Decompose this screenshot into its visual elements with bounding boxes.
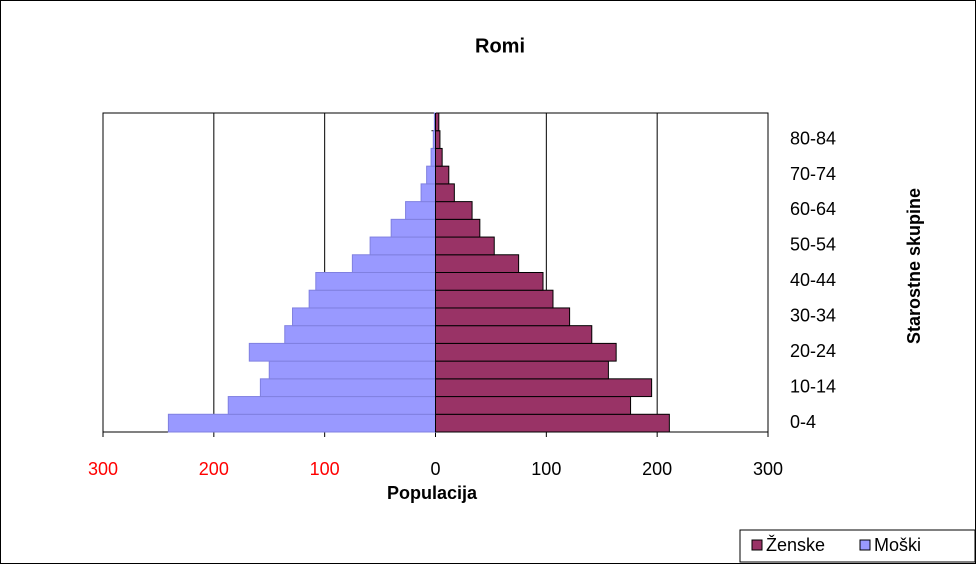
bar: [292, 307, 436, 327]
y-tick-label: 80-84: [790, 128, 836, 148]
bar: [435, 413, 670, 433]
bar: [227, 396, 436, 415]
legend: [739, 529, 976, 563]
bar: [420, 183, 437, 203]
bar: [435, 307, 571, 327]
x-axis-title: Populacija: [387, 483, 478, 503]
bar: [435, 218, 481, 238]
bar: [435, 183, 455, 203]
bar: [405, 201, 437, 220]
y-tick-label: 60-64: [790, 199, 836, 219]
bar: [308, 289, 436, 309]
y-tick-label: 50-54: [790, 235, 836, 255]
bar: [259, 378, 436, 398]
bar: [435, 272, 544, 291]
y-tick-label: 0-4: [790, 412, 816, 432]
bar: [167, 413, 436, 433]
bar: [435, 325, 593, 344]
bar: [248, 342, 436, 362]
x-tick-label: 200: [642, 459, 672, 479]
bar: [430, 147, 437, 167]
legend-label: Ženske: [766, 535, 825, 555]
bar: [435, 147, 443, 167]
y-tick-label: 30-34: [790, 306, 836, 326]
y-axis-title: Starostne skupine: [904, 188, 924, 344]
bar: [369, 236, 437, 256]
bar: [435, 289, 554, 309]
bar: [435, 396, 632, 415]
x-tick-label: 0: [430, 459, 440, 479]
legend-label: Moški: [874, 535, 921, 555]
x-tick-label: 300: [88, 459, 118, 479]
x-tick-label: 100: [531, 459, 561, 479]
x-tick-label: 300: [753, 459, 783, 479]
bar: [315, 272, 436, 291]
y-tick-label: 70-74: [790, 164, 836, 184]
bar: [435, 378, 653, 398]
bar: [435, 360, 609, 380]
bar: [435, 254, 520, 273]
chart-title: Romi: [475, 35, 525, 57]
bar: [435, 165, 450, 185]
x-tick-label: 200: [199, 459, 229, 479]
bar: [284, 325, 436, 344]
legend-swatch: [859, 539, 871, 551]
bar: [268, 360, 436, 380]
y-tick-label: 40-44: [790, 270, 836, 290]
bar: [435, 342, 617, 362]
bar: [351, 254, 436, 273]
bar: [435, 130, 441, 149]
y-tick-label: 20-24: [790, 341, 836, 361]
legend-swatch: [751, 539, 763, 551]
bar: [426, 165, 436, 185]
bar: [390, 218, 436, 238]
bar: [435, 236, 495, 256]
x-tick-label: 100: [310, 459, 340, 479]
bar: [435, 201, 473, 220]
y-tick-label: 10-14: [790, 376, 836, 396]
